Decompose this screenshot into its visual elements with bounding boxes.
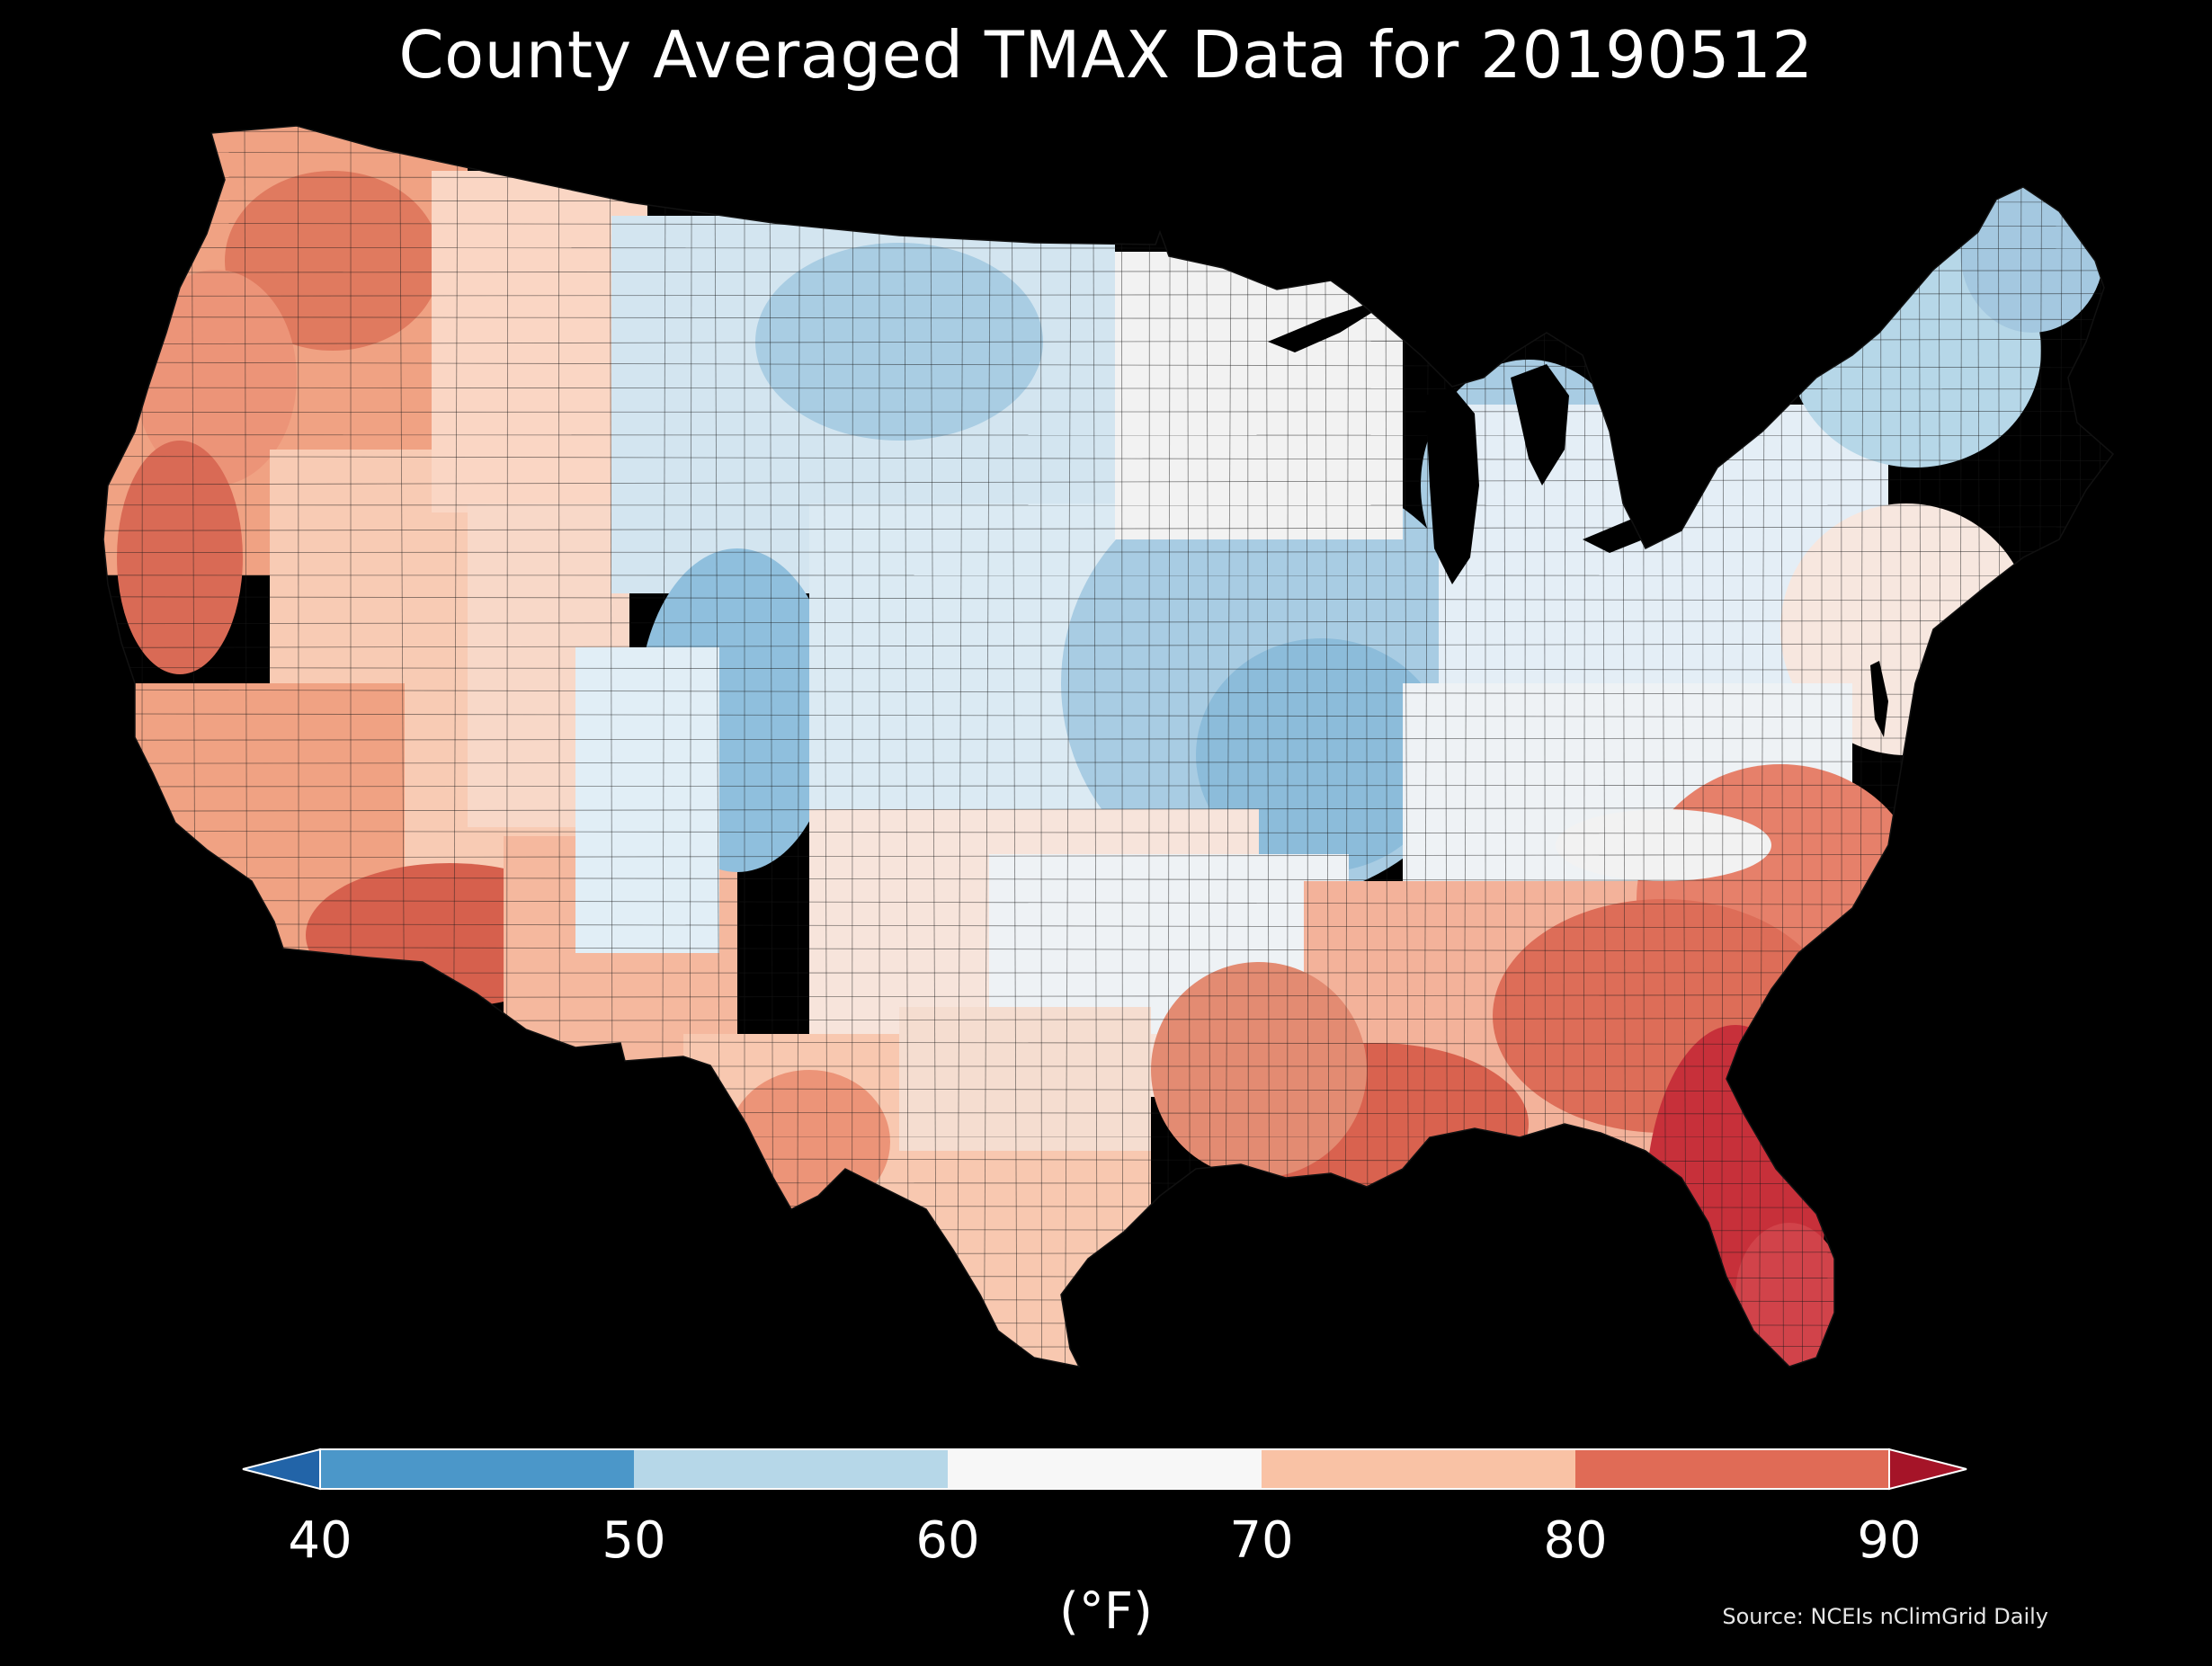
great-lakes [1268,283,1888,737]
colorbar-bin-60-70 [948,1449,1262,1489]
us-county-map [103,125,2114,1368]
region-west-texas-warm [728,1070,890,1214]
lake-huron [1511,364,1569,486]
region-north-texas [899,1007,1151,1151]
region-louisiana [1151,962,1367,1178]
colorbar-tick-90: 90 [1857,1511,1922,1570]
choropleth-map [103,125,2114,1368]
region-south-florida [1735,1223,1843,1367]
map-title: County Averaged TMAX Data for 20190512 [398,17,1814,93]
lake-michigan [1425,387,1479,584]
source-credit: Source: NCEIs nClimGrid Daily [1722,1604,2048,1629]
colorbar-outline [319,1448,1890,1490]
colorbar-bin-80-90 [1575,1449,1889,1489]
colorbar-tick-50: 50 [602,1511,666,1570]
colorbar-bin-70-80 [1262,1449,1575,1489]
lake-superior [1268,283,1403,352]
region-maine-cool [1960,171,2104,333]
region-north-dakota-cool [755,243,1043,441]
colorbar-under-arrow [242,1448,321,1491]
colorbar-tick-80: 80 [1543,1511,1608,1570]
region-colorado-plateau [575,647,719,953]
colorbar-unit-label: (°F) [1059,1582,1153,1641]
colorbar-tick-40: 40 [288,1511,352,1570]
lake-erie [1583,511,1681,553]
colorbar-over-arrow [1888,1448,1967,1491]
region-minnesota [1115,252,1403,539]
colorbar-bin-50-60 [634,1449,948,1489]
colorbar-bar [242,1448,1967,1491]
colorbar [0,1430,2212,1591]
region-northern-california-valley [117,441,243,674]
region-oregon-interior [135,270,297,486]
colorbar-tick-60: 60 [915,1511,980,1570]
region-appalachia-cool [1556,809,1771,881]
region-northwest-hot-core [225,171,441,351]
colorbar-tick-70: 70 [1229,1511,1294,1570]
colorbar-bin-40-50 [320,1449,634,1489]
chesapeake-bay [1870,661,1888,737]
